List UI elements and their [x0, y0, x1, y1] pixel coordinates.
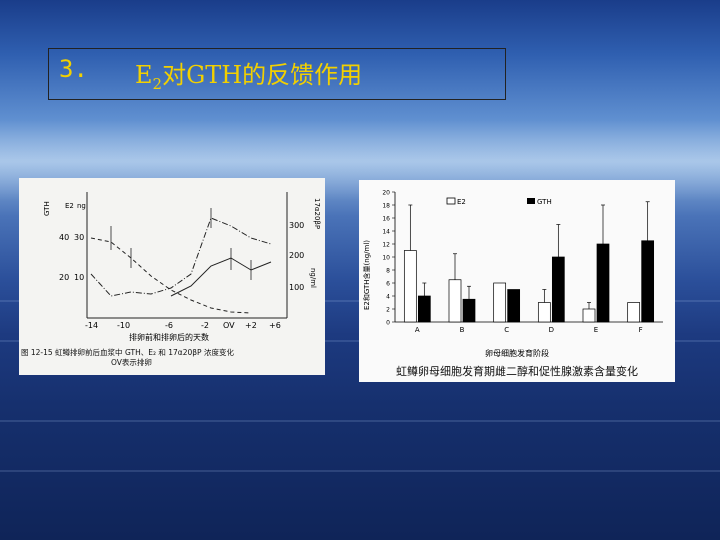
bar-gth: [417, 295, 431, 323]
y-left-label: E2: [65, 202, 74, 210]
y-left-label: ng: [77, 202, 86, 210]
legend-swatch-gth: [527, 198, 535, 204]
caption-line: OV表示排卵: [111, 358, 152, 367]
curve-17a20bp: [170, 257, 272, 297]
bar-gth: [596, 243, 610, 323]
y-right-tick: 300: [289, 221, 304, 230]
figure-line-chart: 40 20 30 10 GTH E2 ng 300 200 100 ng/ml …: [19, 178, 325, 375]
bar-e2: [627, 302, 641, 323]
x-tick-label: A: [415, 326, 420, 334]
title-subscript: 2: [152, 74, 163, 93]
slide-title-box: 3. E2对GTH的反馈作用: [48, 48, 506, 100]
bar-gth: [551, 256, 565, 323]
legend-swatch-e2: [446, 197, 456, 205]
x-tick: -10: [117, 321, 130, 330]
figure-bar-chart: 0 2 4 6 8 10 12 14 16 18 20 A B C D E F E2 GTH E2和GTH含量(…: [359, 180, 675, 382]
y-tick-label: 8: [386, 268, 390, 275]
y-left-tick: 40: [59, 233, 69, 242]
x-tick-label: F: [639, 326, 643, 334]
bar-e2: [448, 279, 462, 323]
bar-e2: [537, 302, 551, 323]
slide-number: 3.: [59, 55, 88, 83]
bar-gth: [507, 289, 521, 323]
y-tick-label: 12: [382, 242, 390, 249]
chart-title: 虹鳟卵母细胞发育期雌二醇和促性腺激素含量变化: [396, 365, 638, 378]
background-wave: [0, 470, 720, 472]
x-tick-label: E: [594, 326, 598, 334]
y-left-tick-inner: 10: [74, 273, 84, 282]
background-wave: [0, 420, 720, 422]
x-tick: -6: [165, 321, 173, 330]
title-prefix: E: [135, 61, 153, 89]
y-tick-label: 0: [386, 320, 390, 327]
y-tick-label: 18: [382, 203, 390, 210]
y-tick-label: 4: [386, 294, 390, 301]
x-axis-label: 卵母细胞发育阶段: [485, 348, 549, 358]
y-left-tick: 20: [59, 273, 69, 282]
y-axis-label: E2和GTH含量(ng/ml): [362, 240, 371, 310]
bar-gth: [641, 240, 655, 323]
y-right-label: 17α20βP: [313, 198, 321, 229]
y-tick-label: 20: [382, 190, 390, 197]
bar-e2: [493, 282, 507, 323]
line-chart-svg: 40 20 30 10 GTH E2 ng 300 200 100 ng/ml …: [43, 192, 321, 342]
title-rest: 对GTH的反馈作用: [162, 61, 363, 89]
legend-label-gth: GTH: [537, 198, 552, 206]
curve-e2: [90, 237, 252, 314]
bar-chart-svg: 0 2 4 6 8 10 12 14 16 18 20 A B C D E F E2 GTH E2和GTH含量(…: [362, 190, 663, 358]
slide-title: E2对GTH的反馈作用: [135, 55, 362, 93]
legend-label-e2: E2: [457, 198, 466, 206]
y-right-tick: 100: [289, 283, 304, 292]
x-tick: OV: [223, 321, 235, 330]
x-tick: -2: [201, 321, 209, 330]
x-tick-label: D: [549, 326, 554, 334]
figure-caption: 图 12-15 虹鳟排卵前后血浆中 GTH、E₂ 和 17α20βP 浓度变化 …: [21, 348, 321, 368]
bar-e2: [582, 308, 596, 323]
x-tick-label: B: [460, 326, 465, 334]
y-left-label: GTH: [43, 201, 51, 216]
y-tick-label: 14: [382, 229, 390, 236]
y-tick-label: 6: [386, 281, 390, 288]
x-axis-label: 排卵前和排卵后的天数: [129, 332, 209, 342]
y-left-tick-inner: 30: [74, 233, 84, 242]
y-tick-label: 16: [382, 216, 390, 223]
x-tick: -14: [85, 321, 98, 330]
x-tick: +6: [269, 321, 281, 330]
y-tick-label: 2: [386, 307, 390, 314]
bar-e2: [403, 250, 417, 323]
y-tick-label: 10: [382, 255, 390, 262]
y-right-unit: ng/ml: [309, 268, 317, 288]
y-right-tick: 200: [289, 251, 304, 260]
bar-gth: [462, 298, 476, 323]
curve-gth: [90, 217, 272, 297]
x-tick-label: C: [504, 326, 509, 334]
caption-line: 图 12-15 虹鳟排卵前后血浆中 GTH、E₂ 和 17α20βP 浓度变化: [21, 348, 234, 357]
x-tick: +2: [245, 321, 257, 330]
